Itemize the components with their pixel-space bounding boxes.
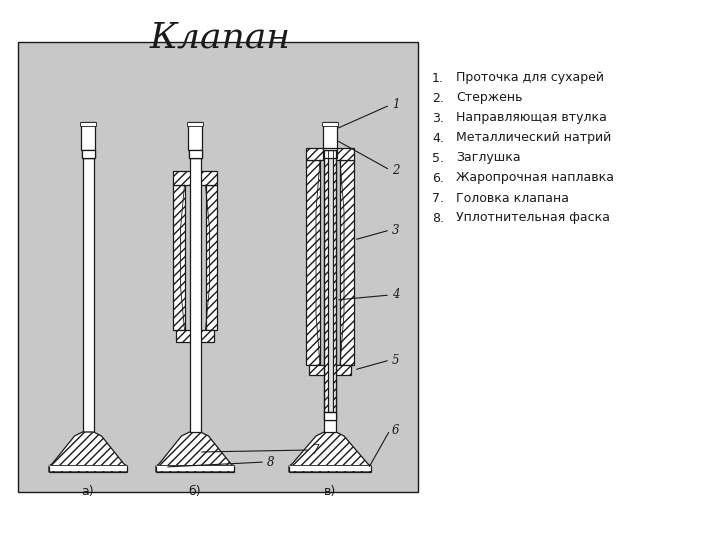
Polygon shape — [176, 330, 214, 342]
Bar — [156, 465, 234, 471]
Text: б): б) — [189, 485, 202, 498]
Bar — [81, 150, 94, 158]
Bar — [18, 42, 418, 492]
Text: 6: 6 — [392, 423, 400, 436]
Text: 3.: 3. — [432, 111, 444, 125]
Text: Заглушка: Заглушка — [456, 152, 521, 165]
Polygon shape — [324, 148, 328, 420]
Bar — [189, 150, 202, 158]
Bar — [324, 412, 336, 420]
Bar — [323, 148, 337, 150]
Polygon shape — [306, 148, 354, 160]
Polygon shape — [49, 432, 127, 472]
Bar — [83, 158, 94, 432]
Polygon shape — [289, 432, 371, 472]
Text: Металлический натрий: Металлический натрий — [456, 132, 611, 145]
Bar — [81, 150, 94, 158]
Text: Клапан: Клапан — [150, 20, 290, 54]
Polygon shape — [306, 160, 320, 365]
Text: 5.: 5. — [432, 152, 444, 165]
Polygon shape — [156, 432, 234, 472]
Text: Стержень: Стержень — [456, 91, 523, 105]
Bar — [323, 150, 337, 158]
Text: Направляющая втулка: Направляющая втулка — [456, 111, 607, 125]
Polygon shape — [340, 160, 354, 365]
Text: 4: 4 — [392, 288, 400, 301]
Polygon shape — [173, 185, 184, 330]
Polygon shape — [205, 185, 217, 330]
Text: 3: 3 — [392, 224, 400, 237]
Bar — [322, 122, 338, 126]
Bar — [289, 465, 371, 471]
Polygon shape — [173, 171, 217, 185]
Bar — [189, 158, 200, 432]
Text: в): в) — [324, 485, 336, 498]
Text: 2: 2 — [392, 164, 400, 177]
Bar — [188, 122, 202, 150]
Text: а): а) — [81, 485, 94, 498]
Polygon shape — [333, 148, 336, 420]
Text: 7.: 7. — [432, 192, 444, 205]
Bar — [189, 150, 202, 158]
Text: 5: 5 — [392, 354, 400, 367]
Bar — [324, 420, 336, 432]
Text: 7: 7 — [312, 443, 320, 456]
Bar — [81, 122, 95, 150]
Text: Жаропрочная наплавка: Жаропрочная наплавка — [456, 172, 614, 185]
Polygon shape — [309, 365, 351, 375]
Text: 1.: 1. — [432, 71, 444, 84]
Text: 6.: 6. — [432, 172, 444, 185]
Bar — [80, 122, 96, 126]
Text: 2.: 2. — [432, 91, 444, 105]
Text: Головка клапана: Головка клапана — [456, 192, 569, 205]
Text: 4.: 4. — [432, 132, 444, 145]
Text: Уплотнительная фаска: Уплотнительная фаска — [456, 212, 610, 225]
Text: 8.: 8. — [432, 212, 444, 225]
Bar — [49, 465, 127, 471]
Bar — [328, 148, 333, 420]
Bar — [187, 122, 203, 126]
Bar — [323, 122, 337, 150]
Text: 8: 8 — [267, 456, 274, 469]
Bar — [189, 170, 200, 345]
Text: 1: 1 — [392, 98, 400, 111]
Text: Проточка для сухарей: Проточка для сухарей — [456, 71, 604, 84]
